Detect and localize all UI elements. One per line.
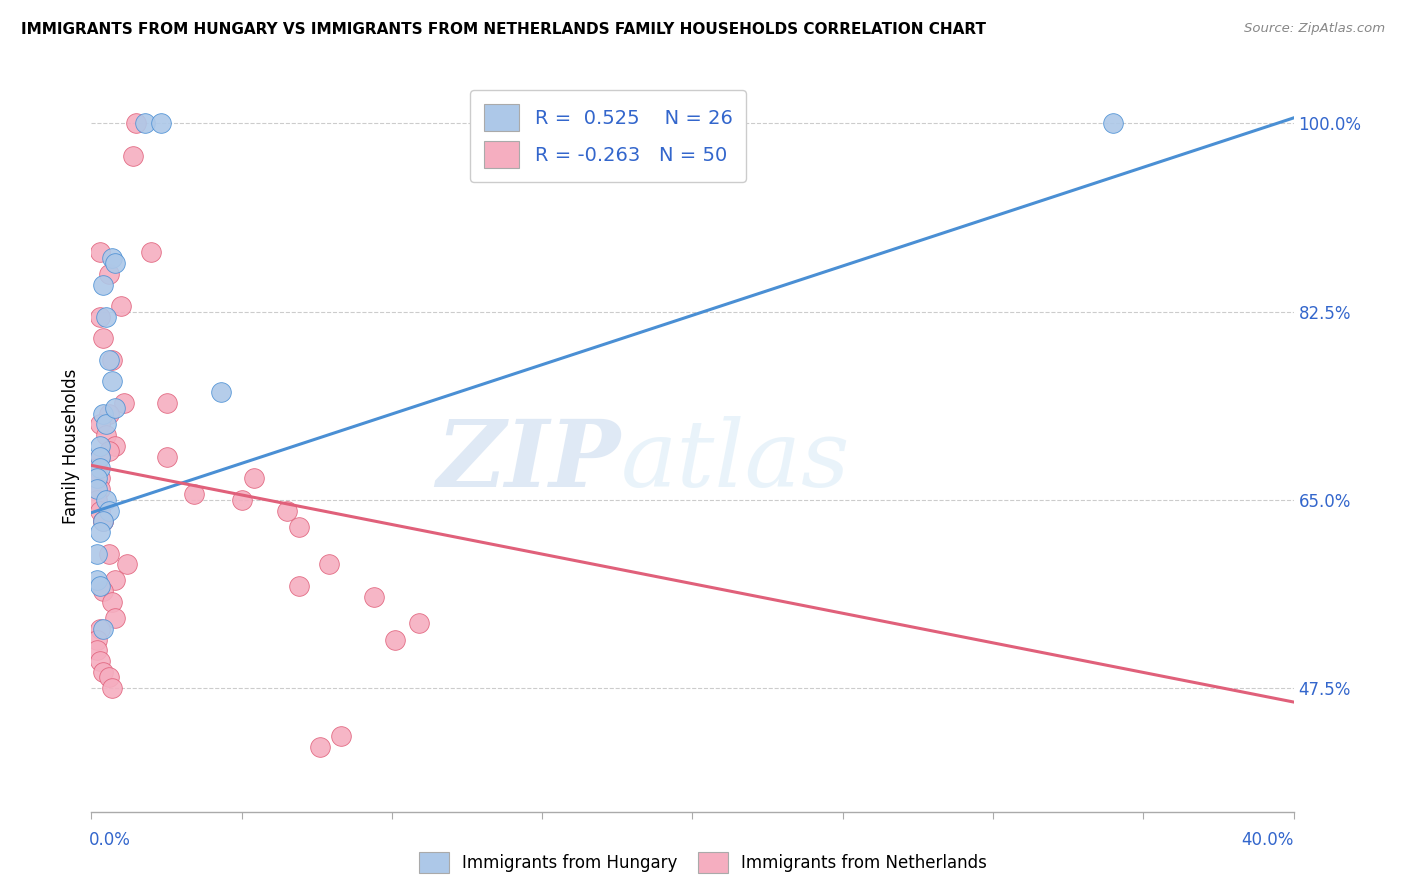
Point — [89, 450, 111, 464]
Point — [86, 547, 108, 561]
Point — [117, 558, 139, 572]
Point — [122, 148, 145, 162]
Point — [134, 116, 156, 130]
Point — [98, 547, 121, 561]
Legend: R =  0.525    N = 26, R = -0.263   N = 50: R = 0.525 N = 26, R = -0.263 N = 50 — [471, 90, 747, 182]
Text: 40.0%: 40.0% — [1241, 831, 1294, 849]
Legend: Immigrants from Hungary, Immigrants from Netherlands: Immigrants from Hungary, Immigrants from… — [412, 846, 994, 880]
Point — [104, 401, 127, 416]
Point — [98, 407, 121, 421]
Point — [104, 256, 127, 270]
Point — [231, 492, 253, 507]
Point — [101, 681, 124, 695]
Point — [155, 450, 177, 464]
Point — [96, 428, 118, 442]
Point — [110, 299, 132, 313]
Point — [93, 514, 115, 528]
Point — [155, 396, 177, 410]
Point — [114, 396, 136, 410]
Text: ZIP: ZIP — [436, 416, 620, 506]
Point — [98, 267, 121, 281]
Point — [86, 471, 108, 485]
Point — [86, 482, 108, 496]
Point — [86, 643, 108, 657]
Point — [98, 444, 121, 458]
Point — [89, 524, 111, 539]
Point — [209, 385, 232, 400]
Point — [86, 460, 108, 475]
Text: IMMIGRANTS FROM HUNGARY VS IMMIGRANTS FROM NETHERLANDS FAMILY HOUSEHOLDS CORRELA: IMMIGRANTS FROM HUNGARY VS IMMIGRANTS FR… — [21, 22, 986, 37]
Point — [89, 450, 111, 464]
Point — [242, 471, 264, 485]
Point — [89, 460, 111, 475]
Point — [96, 310, 118, 324]
Point — [101, 353, 124, 368]
Point — [89, 245, 111, 260]
Point — [104, 439, 127, 453]
Y-axis label: Family Households: Family Households — [62, 368, 80, 524]
Point — [89, 417, 111, 432]
Point — [89, 471, 111, 485]
Point — [89, 622, 111, 636]
Point — [408, 616, 430, 631]
Point — [93, 331, 115, 345]
Point — [86, 632, 108, 647]
Point — [329, 730, 352, 744]
Point — [125, 116, 148, 130]
Point — [89, 482, 111, 496]
Point — [104, 611, 127, 625]
Point — [93, 584, 115, 599]
Point — [141, 245, 163, 260]
Point — [276, 503, 298, 517]
Point — [93, 514, 115, 528]
Point — [101, 251, 124, 265]
Point — [183, 487, 205, 501]
Point — [89, 439, 111, 453]
Point — [93, 514, 115, 528]
Point — [93, 665, 115, 679]
Point — [287, 579, 309, 593]
Point — [104, 574, 127, 588]
Point — [93, 407, 115, 421]
Point — [308, 740, 330, 755]
Text: 0.0%: 0.0% — [89, 831, 131, 849]
Point — [89, 310, 111, 324]
Point — [384, 632, 406, 647]
Text: Source: ZipAtlas.com: Source: ZipAtlas.com — [1244, 22, 1385, 36]
Point — [98, 353, 121, 368]
Point — [89, 654, 111, 668]
Point — [101, 375, 124, 389]
Point — [96, 492, 118, 507]
Text: atlas: atlas — [620, 416, 849, 506]
Point — [89, 503, 111, 517]
Point — [89, 579, 111, 593]
Point — [93, 277, 115, 292]
Point — [101, 595, 124, 609]
Point — [86, 574, 108, 588]
Point — [149, 116, 172, 130]
Point — [86, 492, 108, 507]
Point — [93, 622, 115, 636]
Point — [1102, 116, 1125, 130]
Point — [98, 503, 121, 517]
Point — [363, 590, 385, 604]
Point — [96, 417, 118, 432]
Point — [98, 670, 121, 684]
Point — [287, 519, 309, 533]
Point — [318, 558, 340, 572]
